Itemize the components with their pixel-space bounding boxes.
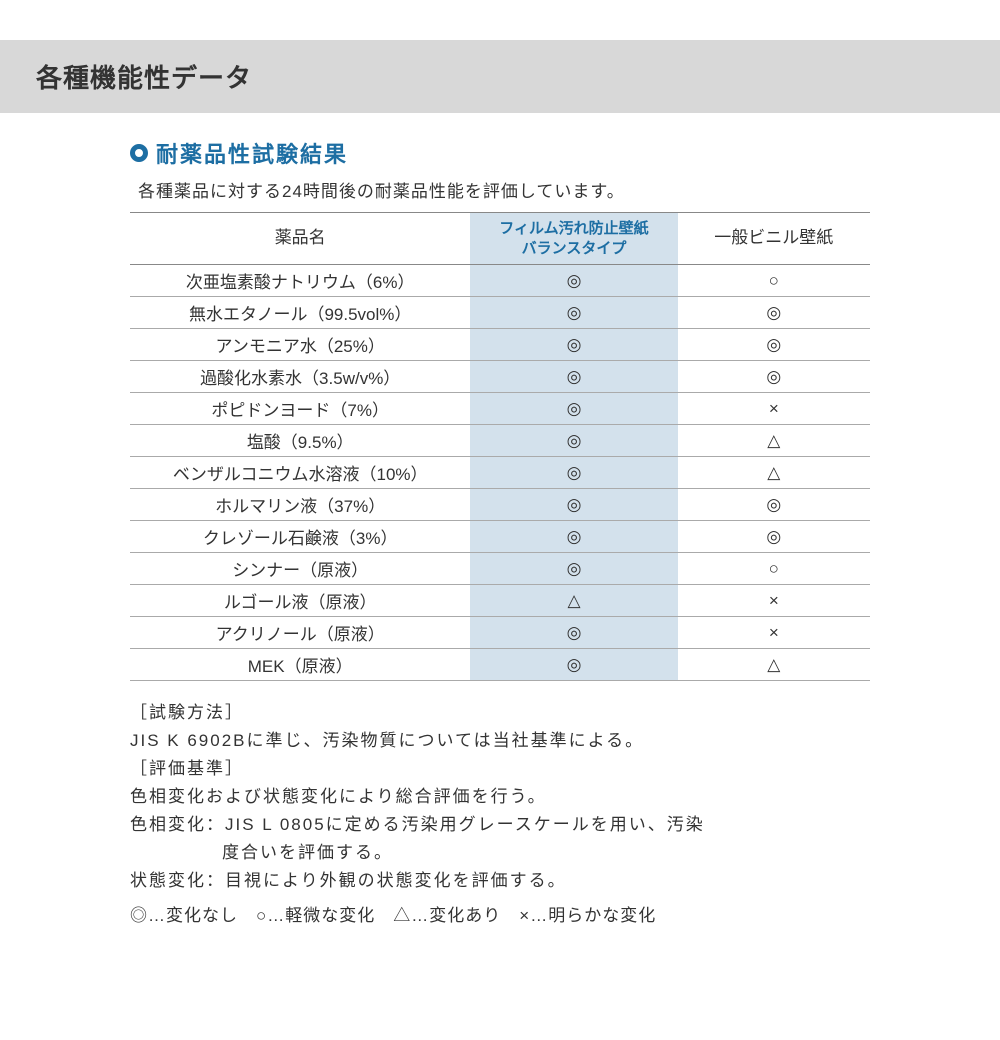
cell-film: ◎: [470, 617, 677, 649]
cell-chemical: 無水エタノール（99.5vol%）: [130, 297, 470, 329]
cell-vinyl: ○: [678, 553, 870, 585]
title-bar: 各種機能性データ: [0, 40, 1000, 113]
page-title: 各種機能性データ: [36, 58, 964, 95]
table-row: シンナー（原液）◎○: [130, 553, 870, 585]
cell-vinyl: ◎: [678, 489, 870, 521]
cell-vinyl: ◎: [678, 329, 870, 361]
cell-chemical: MEK（原液）: [130, 649, 470, 681]
legend: ◎…変化なし ○…軽微な変化 △…変化あり ×…明らかな変化: [130, 901, 870, 926]
circle-bullet-icon: [130, 144, 148, 162]
cell-chemical: 過酸化水素水（3.5w/v%）: [130, 361, 470, 393]
cell-film: ◎: [470, 489, 677, 521]
cell-film: ◎: [470, 553, 677, 585]
cell-chemical: アンモニア水（25%）: [130, 329, 470, 361]
table-row: アンモニア水（25%）◎◎: [130, 329, 870, 361]
cell-chemical: 塩酸（9.5%）: [130, 425, 470, 457]
cell-vinyl: ○: [678, 265, 870, 297]
criteria-text-2b: 度合いを評価する。: [130, 839, 870, 867]
cell-vinyl: △: [678, 425, 870, 457]
table-row: クレゾール石鹸液（3%）◎◎: [130, 521, 870, 553]
chemical-resistance-table: 薬品名 フィルム汚れ防止壁紙 バランスタイプ 一般ビニル壁紙 次亜塩素酸ナトリウ…: [130, 212, 870, 681]
section-lead: 各種薬品に対する24時間後の耐薬品性能を評価しています。: [138, 177, 870, 202]
col-header-vinyl: 一般ビニル壁紙: [678, 213, 870, 265]
table-row: ベンザルコニウム水溶液（10%）◎△: [130, 457, 870, 489]
cell-film: ◎: [470, 393, 677, 425]
cell-film: ◎: [470, 425, 677, 457]
col-header-film-line1: フィルム汚れ防止壁紙: [499, 220, 648, 237]
table-row: MEK（原液）◎△: [130, 649, 870, 681]
cell-vinyl: △: [678, 649, 870, 681]
criteria-text-2a: 色相変化：JIS L 0805に定める汚染用グレースケールを用い、汚染: [130, 811, 870, 839]
cell-film: ◎: [470, 361, 677, 393]
cell-film: ◎: [470, 457, 677, 489]
cell-chemical: ベンザルコニウム水溶液（10%）: [130, 457, 470, 489]
notes-block: ［試験方法］ JIS K 6902Bに準じ、汚染物質については当社基準による。 …: [130, 699, 870, 895]
table-row: 過酸化水素水（3.5w/v%）◎◎: [130, 361, 870, 393]
section-title: 耐薬品性試験結果: [156, 137, 348, 169]
cell-chemical: 次亜塩素酸ナトリウム（6%）: [130, 265, 470, 297]
table-row: 無水エタノール（99.5vol%）◎◎: [130, 297, 870, 329]
table-row: 塩酸（9.5%）◎△: [130, 425, 870, 457]
content-area: 耐薬品性試験結果 各種薬品に対する24時間後の耐薬品性能を評価しています。 薬品…: [0, 113, 1000, 926]
cell-vinyl: ◎: [678, 361, 870, 393]
cell-film: ◎: [470, 329, 677, 361]
table-row: ルゴール液（原液）△×: [130, 585, 870, 617]
cell-chemical: ポピドンヨード（7%）: [130, 393, 470, 425]
table-header-row: 薬品名 フィルム汚れ防止壁紙 バランスタイプ 一般ビニル壁紙: [130, 213, 870, 265]
method-label: ［試験方法］: [130, 699, 870, 727]
cell-chemical: ルゴール液（原液）: [130, 585, 470, 617]
cell-vinyl: ◎: [678, 297, 870, 329]
table-row: 次亜塩素酸ナトリウム（6%）◎○: [130, 265, 870, 297]
cell-vinyl: △: [678, 457, 870, 489]
col-header-film-line2: バランスタイプ: [522, 240, 627, 257]
cell-chemical: シンナー（原液）: [130, 553, 470, 585]
cell-chemical: ホルマリン液（37%）: [130, 489, 470, 521]
cell-vinyl: ×: [678, 585, 870, 617]
cell-film: △: [470, 585, 677, 617]
cell-chemical: クレゾール石鹸液（3%）: [130, 521, 470, 553]
col-header-film: フィルム汚れ防止壁紙 バランスタイプ: [470, 213, 677, 265]
cell-film: ◎: [470, 265, 677, 297]
cell-vinyl: ◎: [678, 521, 870, 553]
criteria-label: ［評価基準］: [130, 755, 870, 783]
cell-vinyl: ×: [678, 393, 870, 425]
table-row: ホルマリン液（37%）◎◎: [130, 489, 870, 521]
method-text: JIS K 6902Bに準じ、汚染物質については当社基準による。: [130, 727, 870, 755]
cell-film: ◎: [470, 297, 677, 329]
table-row: ポピドンヨード（7%）◎×: [130, 393, 870, 425]
cell-chemical: アクリノール（原液）: [130, 617, 470, 649]
table-row: アクリノール（原液）◎×: [130, 617, 870, 649]
cell-vinyl: ×: [678, 617, 870, 649]
section-heading: 耐薬品性試験結果: [130, 137, 870, 169]
criteria-text-3: 状態変化：目視により外観の状態変化を評価する。: [130, 867, 870, 895]
col-header-chemical: 薬品名: [130, 213, 470, 265]
cell-film: ◎: [470, 521, 677, 553]
cell-film: ◎: [470, 649, 677, 681]
criteria-text-1: 色相変化および状態変化により総合評価を行う。: [130, 783, 870, 811]
